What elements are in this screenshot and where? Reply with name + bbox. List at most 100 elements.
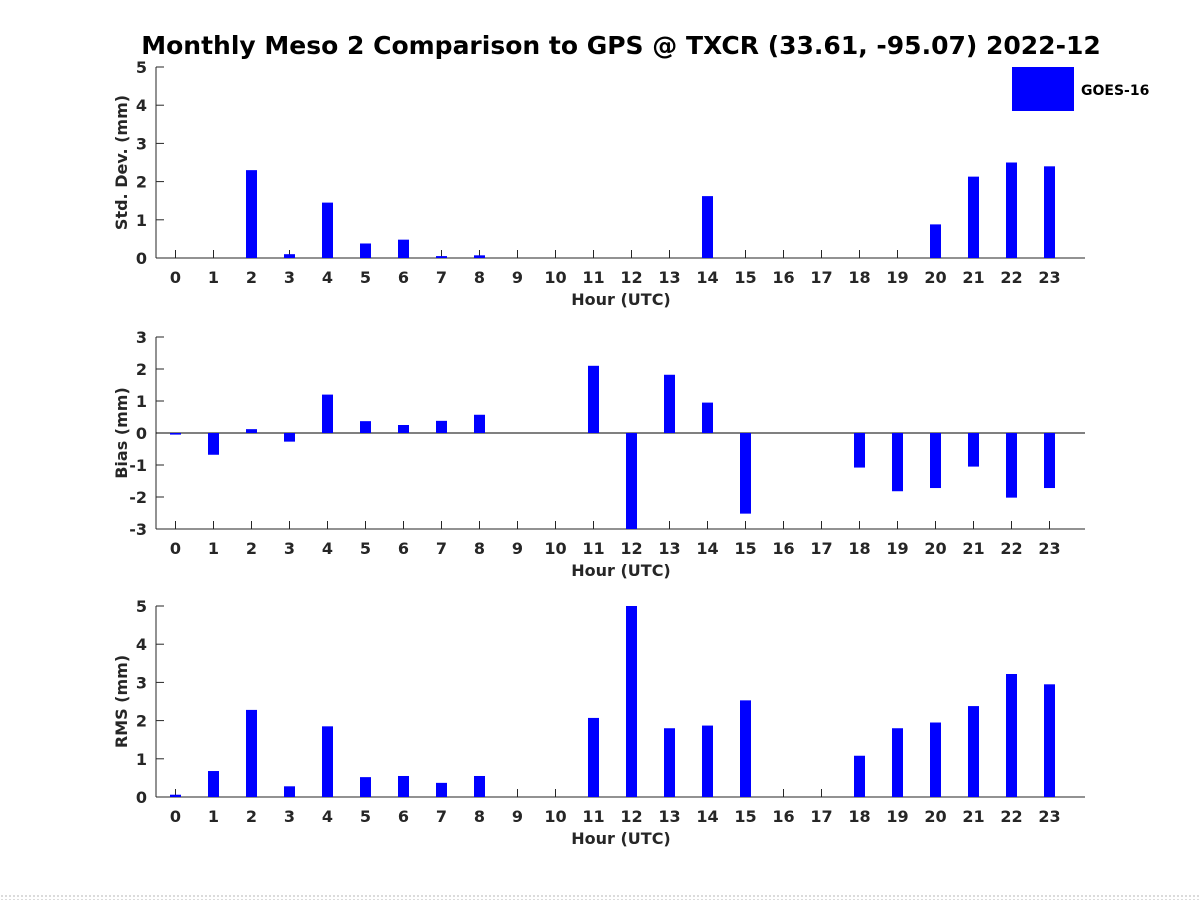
y-tick-label: 0 bbox=[136, 788, 147, 807]
bar-hour-11 bbox=[588, 717, 599, 797]
y-tick-label: 2 bbox=[136, 173, 147, 192]
y-tick-label: 2 bbox=[136, 712, 147, 731]
y-axis-label: RMS (mm) bbox=[112, 655, 131, 748]
x-tick-label: 6 bbox=[398, 539, 409, 558]
x-tick-label: 7 bbox=[436, 539, 447, 558]
bar-hour-15 bbox=[740, 433, 751, 514]
bar-hour-4 bbox=[322, 202, 333, 258]
y-axis-label: Bias (mm) bbox=[112, 387, 131, 479]
x-tick-label: 20 bbox=[924, 268, 946, 287]
y-tick-label: 0 bbox=[136, 249, 147, 268]
x-tick-label: 9 bbox=[512, 539, 523, 558]
x-tick-label: 11 bbox=[582, 268, 604, 287]
x-tick-label: 4 bbox=[322, 268, 333, 287]
bar-hour-12 bbox=[626, 606, 637, 797]
bar-hour-22 bbox=[1006, 162, 1017, 258]
x-axis-label: Hour (UTC) bbox=[571, 290, 671, 309]
bar-hour-2 bbox=[246, 170, 257, 258]
x-tick-label: 9 bbox=[512, 268, 523, 287]
x-tick-label: 14 bbox=[696, 539, 718, 558]
x-tick-label: 15 bbox=[734, 268, 756, 287]
x-tick-label: 9 bbox=[512, 807, 523, 826]
x-tick-label: 0 bbox=[170, 539, 181, 558]
bar-hour-0 bbox=[170, 794, 181, 797]
bar-hour-8 bbox=[474, 255, 485, 258]
legend-label-goes-16: GOES-16 bbox=[1081, 83, 1149, 99]
x-tick-label: 21 bbox=[962, 539, 984, 558]
x-tick-label: 5 bbox=[360, 807, 371, 826]
x-tick-label: 20 bbox=[924, 807, 946, 826]
bar-hour-7 bbox=[436, 782, 447, 797]
bar-hour-20 bbox=[930, 722, 941, 797]
bar-hour-14 bbox=[702, 402, 713, 433]
bar-hour-18 bbox=[854, 755, 865, 797]
x-tick-label: 13 bbox=[658, 807, 680, 826]
legend: GOES-16 bbox=[1012, 67, 1149, 111]
x-tick-label: 8 bbox=[474, 539, 485, 558]
bar-hour-20 bbox=[930, 224, 941, 258]
bar-hour-12 bbox=[626, 433, 637, 529]
y-tick-label: 2 bbox=[136, 360, 147, 379]
x-tick-label: 16 bbox=[772, 268, 794, 287]
x-tick-label: 1 bbox=[208, 268, 219, 287]
x-tick-label: 5 bbox=[360, 539, 371, 558]
x-tick-label: 19 bbox=[886, 539, 908, 558]
bar-hour-18 bbox=[854, 433, 865, 468]
bar-hour-22 bbox=[1006, 673, 1017, 797]
x-tick-label: 11 bbox=[582, 807, 604, 826]
y-tick-label: 4 bbox=[136, 635, 147, 654]
x-tick-label: 23 bbox=[1038, 539, 1060, 558]
x-tick-label: 7 bbox=[436, 268, 447, 287]
bar-hour-7 bbox=[436, 256, 447, 258]
x-tick-label: 13 bbox=[658, 268, 680, 287]
x-tick-label: 4 bbox=[322, 539, 333, 558]
bar-hour-22 bbox=[1006, 433, 1017, 498]
x-tick-label: 18 bbox=[848, 807, 870, 826]
x-tick-label: 5 bbox=[360, 268, 371, 287]
bar-hour-23 bbox=[1044, 684, 1055, 797]
x-tick-label: 6 bbox=[398, 807, 409, 826]
bar-hour-14 bbox=[702, 725, 713, 797]
bar-hour-7 bbox=[436, 420, 447, 433]
bar-hour-3 bbox=[284, 786, 295, 797]
bar-hour-2 bbox=[246, 709, 257, 797]
bar-hour-19 bbox=[892, 728, 903, 797]
bar-hour-4 bbox=[322, 394, 333, 433]
bar-hour-2 bbox=[246, 429, 257, 433]
bar-hour-4 bbox=[322, 726, 333, 797]
x-tick-label: 17 bbox=[810, 539, 832, 558]
x-tick-label: 20 bbox=[924, 539, 946, 558]
legend-swatch-goes-16 bbox=[1012, 67, 1074, 111]
x-tick-label: 15 bbox=[734, 539, 756, 558]
y-tick-label: 1 bbox=[136, 392, 147, 411]
x-tick-label: 10 bbox=[544, 539, 566, 558]
bar-hour-21 bbox=[968, 176, 979, 258]
x-tick-label: 17 bbox=[810, 268, 832, 287]
x-tick-label: 23 bbox=[1038, 268, 1060, 287]
x-tick-label: 10 bbox=[544, 807, 566, 826]
bar-hour-14 bbox=[702, 196, 713, 258]
y-tick-label: 0 bbox=[136, 424, 147, 443]
x-tick-label: 12 bbox=[620, 539, 642, 558]
x-tick-label: 2 bbox=[246, 807, 257, 826]
x-tick-label: 22 bbox=[1000, 268, 1022, 287]
bar-hour-23 bbox=[1044, 166, 1055, 258]
bar-hour-8 bbox=[474, 775, 485, 797]
bar-hour-5 bbox=[360, 421, 371, 433]
bar-hour-3 bbox=[284, 254, 295, 258]
x-tick-label: 14 bbox=[696, 268, 718, 287]
x-tick-label: 0 bbox=[170, 807, 181, 826]
x-tick-label: 1 bbox=[208, 807, 219, 826]
x-tick-label: 3 bbox=[284, 539, 295, 558]
x-tick-label: 6 bbox=[398, 268, 409, 287]
footer-dotted-border bbox=[0, 894, 1200, 900]
x-tick-label: 8 bbox=[474, 268, 485, 287]
chart-title: Monthly Meso 2 Comparison to GPS @ TXCR … bbox=[141, 31, 1101, 60]
x-tick-label: 19 bbox=[886, 268, 908, 287]
bar-hour-13 bbox=[664, 728, 675, 797]
y-axis-label: Std. Dev. (mm) bbox=[112, 95, 131, 230]
